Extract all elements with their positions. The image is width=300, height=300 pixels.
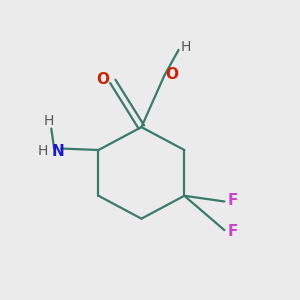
Text: H: H xyxy=(181,40,191,54)
Text: O: O xyxy=(165,67,178,82)
Text: H: H xyxy=(38,144,48,158)
Text: F: F xyxy=(228,224,238,239)
Text: F: F xyxy=(228,193,238,208)
Text: N: N xyxy=(52,144,65,159)
Text: O: O xyxy=(96,72,109,87)
Text: H: H xyxy=(43,114,54,128)
